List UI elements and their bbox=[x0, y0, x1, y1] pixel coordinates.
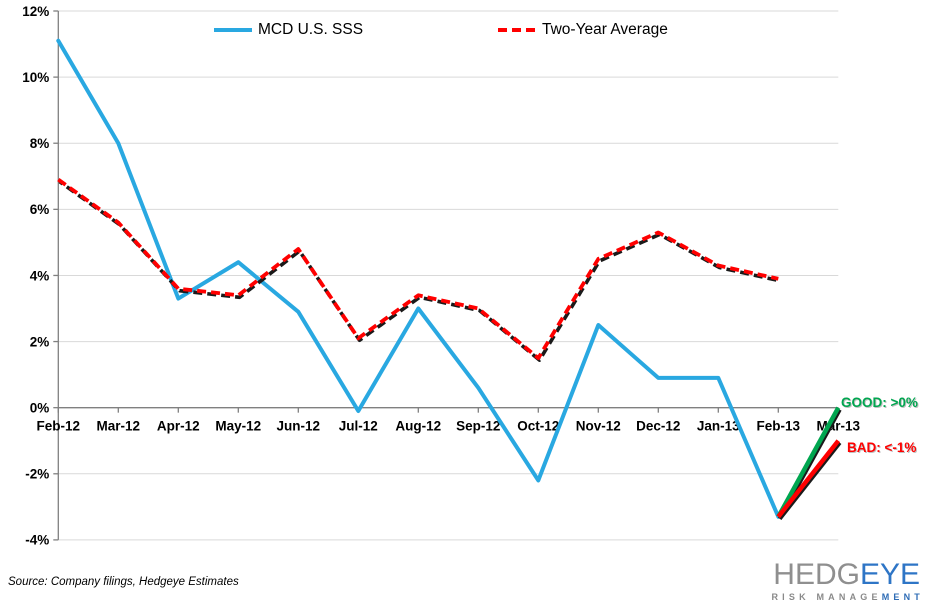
hedgeye-logo-tagline: RISK MANAGEMENT bbox=[771, 593, 924, 602]
legend-line-swatch-solid bbox=[214, 28, 252, 32]
y-axis-label: -4% bbox=[25, 533, 49, 548]
y-axis-label: 12% bbox=[22, 4, 49, 19]
x-axis-label: Feb-12 bbox=[37, 419, 81, 434]
x-axis-label: Jan-13 bbox=[697, 419, 740, 434]
x-axis-label: Dec-12 bbox=[636, 419, 680, 434]
y-axis-label: 4% bbox=[30, 268, 50, 283]
scenario-line-bad bbox=[776, 439, 841, 519]
legend-item-two-year-average: Two-Year Average bbox=[498, 21, 668, 39]
x-axis-label: Aug-12 bbox=[395, 419, 441, 434]
hedgeye-logo: HEDGEYE RISK MANAGEMENT bbox=[771, 560, 920, 602]
series-line-two-year-avg bbox=[57, 178, 779, 360]
x-axis-label: Feb-13 bbox=[757, 419, 801, 434]
annotation-good-scenario: GOOD: >0% bbox=[841, 395, 918, 410]
scenario-line-good bbox=[776, 406, 841, 518]
x-axis-label: Nov-12 bbox=[576, 419, 621, 434]
x-axis-label: May-12 bbox=[215, 419, 261, 434]
y-axis-label: 0% bbox=[30, 400, 50, 415]
x-axis-label: Jul-12 bbox=[339, 419, 378, 434]
legend-label: Two-Year Average bbox=[542, 21, 668, 38]
x-axis-label: Apr-12 bbox=[157, 419, 200, 434]
legend-line-swatch-dashed bbox=[498, 28, 536, 32]
x-axis-label: Sep-12 bbox=[456, 419, 500, 434]
hedgeye-logo-wordmark: HEDGEYE bbox=[771, 560, 920, 590]
logo-text-blue: EYE bbox=[859, 558, 920, 591]
y-axis-label: -2% bbox=[25, 467, 49, 482]
legend-item-mcd-us-sss: MCD U.S. SSS bbox=[214, 21, 363, 39]
logo-text-gray: HEDG bbox=[773, 558, 860, 591]
y-axis-label: 10% bbox=[22, 70, 49, 85]
y-axis-label: 2% bbox=[30, 334, 50, 349]
x-axis-label: Mar-12 bbox=[97, 419, 141, 434]
legend-label: MCD U.S. SSS bbox=[258, 21, 364, 38]
source-note: Source: Company filings, Hedgeye Estimat… bbox=[8, 576, 239, 588]
x-axis-label: Jun-12 bbox=[277, 419, 321, 434]
logo-tagline-gray: RISK MANAGE bbox=[771, 592, 882, 602]
logo-tagline-blue: MENT bbox=[881, 592, 924, 602]
y-axis-label: 6% bbox=[30, 202, 50, 217]
x-axis-label: Oct-12 bbox=[517, 419, 559, 434]
annotation-bad-scenario: BAD: <-1% bbox=[847, 440, 917, 455]
y-axis-label: 8% bbox=[30, 136, 50, 151]
scenario-line-shadow bbox=[778, 441, 842, 520]
series-line-mcd bbox=[56, 38, 781, 519]
